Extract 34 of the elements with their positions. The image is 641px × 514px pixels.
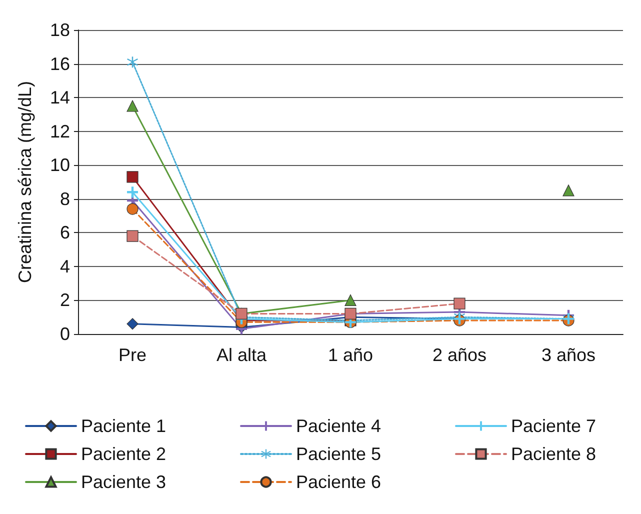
y-tick-label: 4 <box>60 256 70 276</box>
y-tick-label: 0 <box>60 324 70 344</box>
x-tick-label: 2 años <box>432 345 487 365</box>
y-tick-label: 2 <box>60 290 70 310</box>
point <box>126 100 138 112</box>
legend-label: Paciente 2 <box>81 444 166 464</box>
x-tick-label: 1 año <box>328 345 374 365</box>
point <box>127 56 138 68</box>
point <box>344 294 356 306</box>
y-tick-label: 18 <box>50 20 70 40</box>
point <box>126 171 138 183</box>
y-tick-label: 12 <box>50 121 70 142</box>
y-tick-label: 8 <box>60 188 70 209</box>
point <box>126 230 138 242</box>
x-tick-label: Al alta <box>216 345 268 365</box>
y-axis-title: Creatinina sérica (mg/dL) <box>15 80 35 284</box>
y-tick-label: 14 <box>50 88 70 108</box>
point <box>126 318 138 330</box>
legend-label: Paciente 7 <box>511 416 596 436</box>
y-tick-label: 6 <box>60 222 70 243</box>
legend-label: Paciente 4 <box>296 416 382 436</box>
x-tick-label: 3 años <box>541 345 596 365</box>
legend-label: Paciente 3 <box>81 472 166 492</box>
legend-label: Paciente 1 <box>81 416 166 436</box>
x-tick-label: Pre <box>118 345 147 365</box>
legend-label: Paciente 5 <box>296 444 382 464</box>
y-tick-label: 10 <box>50 155 70 176</box>
legend-label: Paciente 6 <box>296 472 382 492</box>
point <box>562 184 574 196</box>
point <box>454 298 466 310</box>
legend-label: Paciente 8 <box>511 444 596 464</box>
point <box>127 186 138 198</box>
y-tick-label: 16 <box>50 54 70 74</box>
point <box>126 203 138 215</box>
